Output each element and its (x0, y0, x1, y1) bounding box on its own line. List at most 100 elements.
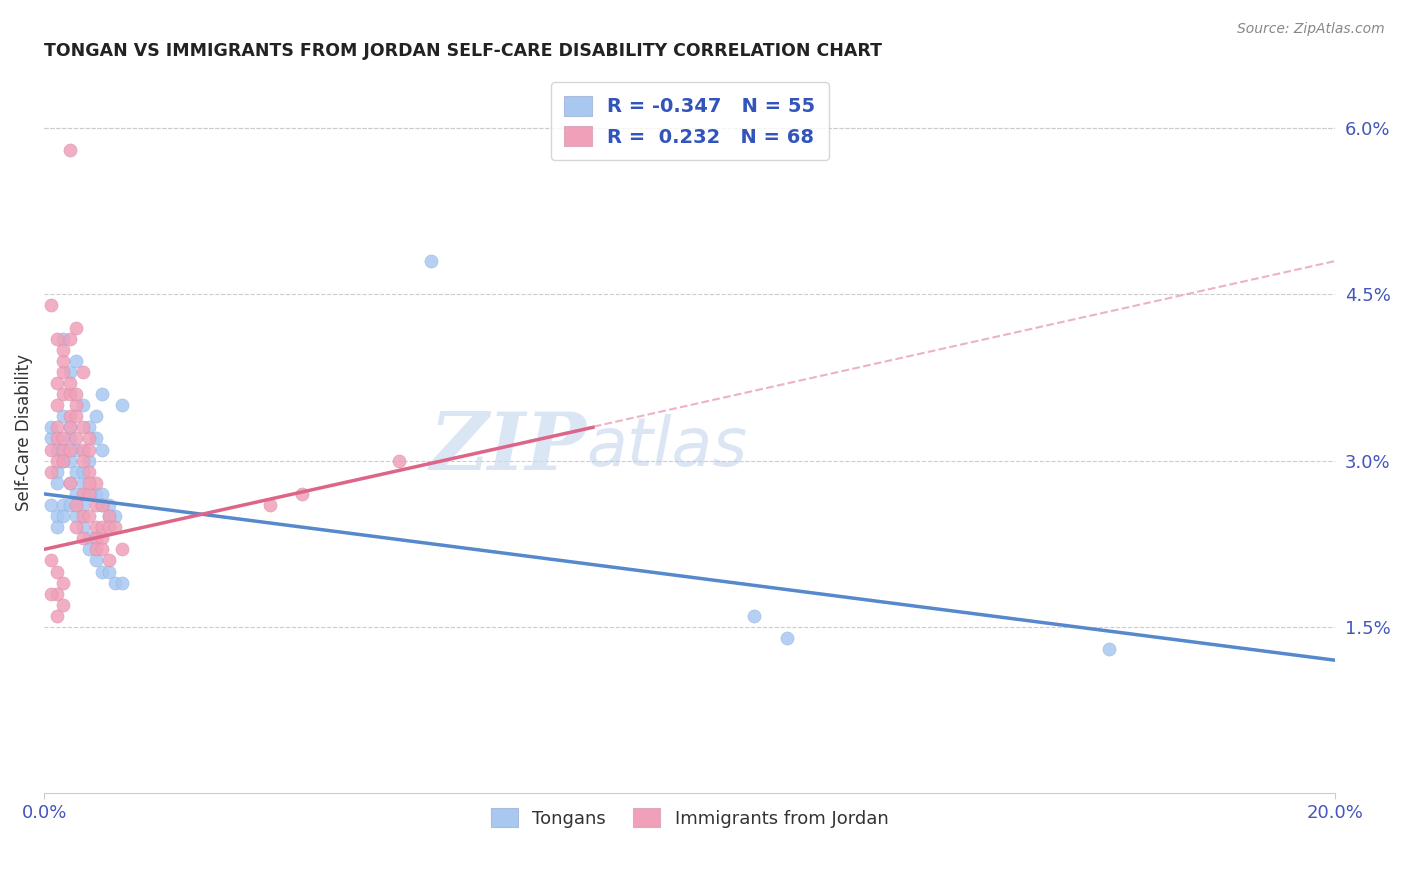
Point (65, 465, 87, 479)
Point (79, 453, 101, 467)
Point (91, 498, 114, 512)
Point (59, 420, 82, 434)
Point (65, 432, 87, 446)
Point (104, 520, 127, 534)
Point (59, 475, 82, 490)
Point (46, 520, 69, 534)
Point (65, 409, 87, 424)
Point (72, 520, 94, 534)
Point (79, 475, 101, 490)
Point (52, 343, 75, 357)
Point (59, 143, 82, 157)
Point (65, 320, 87, 334)
Legend: Tongans, Immigrants from Jordan: Tongans, Immigrants from Jordan (484, 801, 896, 835)
Point (72, 487, 94, 501)
Point (59, 420, 82, 434)
Point (59, 442, 82, 457)
Point (72, 442, 94, 457)
Point (65, 509, 87, 524)
Point (84, 498, 107, 512)
Point (91, 520, 114, 534)
Point (52, 598, 75, 612)
Text: Source: ZipAtlas.com: Source: ZipAtlas.com (1237, 22, 1385, 37)
Point (46, 453, 69, 467)
Point (420, 254, 443, 268)
Point (84, 409, 107, 424)
Point (72, 398, 94, 412)
Point (52, 442, 75, 457)
Point (65, 498, 87, 512)
Point (79, 420, 101, 434)
Point (84, 531, 107, 545)
Point (775, 631, 797, 645)
Point (39, 298, 62, 312)
Point (79, 531, 101, 545)
Point (52, 442, 75, 457)
Point (91, 487, 114, 501)
Point (84, 432, 107, 446)
Point (91, 542, 114, 557)
Point (72, 509, 94, 524)
Point (104, 575, 127, 590)
Point (84, 520, 107, 534)
Point (72, 365, 94, 379)
Point (46, 565, 69, 579)
Point (91, 387, 114, 401)
Point (72, 498, 94, 512)
Point (59, 332, 82, 346)
Point (59, 498, 82, 512)
Point (46, 475, 69, 490)
Point (52, 453, 75, 467)
Point (52, 365, 75, 379)
Point (79, 487, 101, 501)
Point (52, 575, 75, 590)
Point (110, 575, 132, 590)
Point (104, 509, 127, 524)
Point (46, 376, 69, 390)
Point (52, 432, 75, 446)
Point (79, 542, 101, 557)
Point (52, 332, 75, 346)
Point (110, 398, 132, 412)
Point (97, 520, 120, 534)
Point (39, 442, 62, 457)
Point (84, 553, 107, 567)
Point (72, 465, 94, 479)
Point (110, 542, 132, 557)
Point (65, 487, 87, 501)
Point (72, 453, 94, 467)
Point (59, 475, 82, 490)
Point (1098, 642, 1121, 657)
Point (79, 442, 101, 457)
Point (97, 509, 120, 524)
Y-axis label: Self-Care Disability: Self-Care Disability (15, 354, 32, 511)
Point (97, 509, 120, 524)
Point (259, 498, 281, 512)
Text: atlas: atlas (586, 414, 748, 480)
Point (46, 608, 69, 623)
Point (39, 553, 62, 567)
Point (46, 332, 69, 346)
Point (84, 531, 107, 545)
Point (52, 387, 75, 401)
Point (52, 509, 75, 524)
Point (52, 409, 75, 424)
Point (46, 442, 69, 457)
Point (72, 420, 94, 434)
Point (46, 587, 69, 601)
Point (59, 376, 82, 390)
Point (46, 432, 69, 446)
Point (84, 542, 107, 557)
Point (91, 498, 114, 512)
Point (79, 509, 101, 524)
Point (79, 465, 101, 479)
Point (65, 387, 87, 401)
Point (91, 565, 114, 579)
Point (46, 420, 69, 434)
Point (97, 565, 120, 579)
Point (59, 432, 82, 446)
Text: ZIP: ZIP (430, 409, 586, 486)
Point (72, 531, 94, 545)
Point (97, 498, 120, 512)
Point (39, 420, 62, 434)
